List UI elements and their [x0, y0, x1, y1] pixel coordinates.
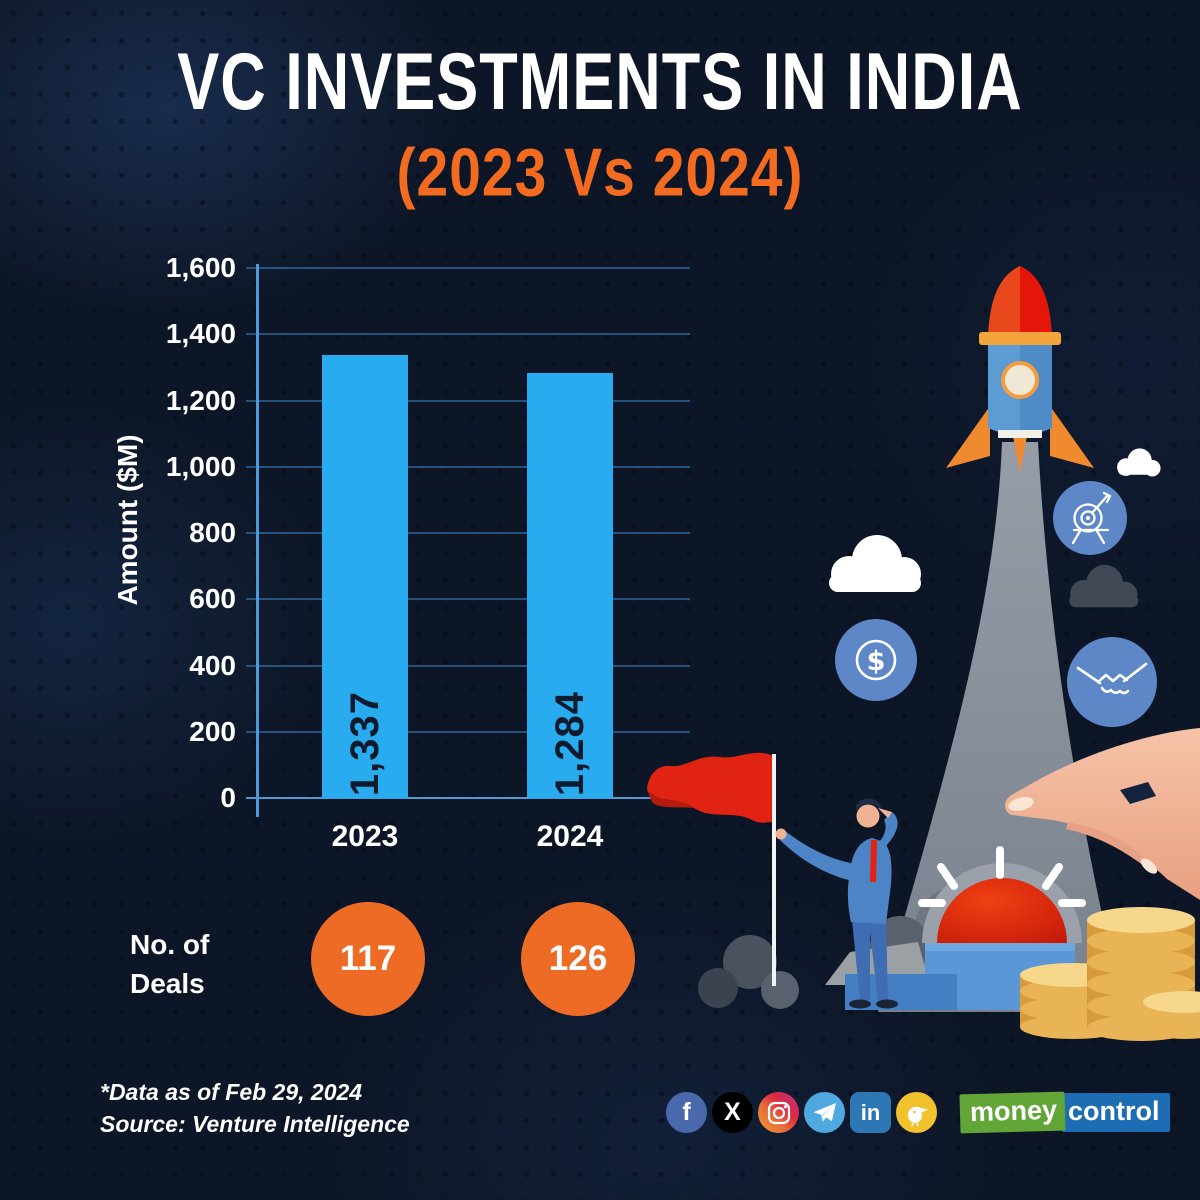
y-tick-label: 400: [189, 649, 236, 681]
gridline: [246, 664, 690, 667]
y-tick-label: 1,200: [165, 384, 236, 416]
rocket-launch-illustration: $: [647, 266, 1200, 1041]
facebook-icon[interactable]: f: [666, 1092, 707, 1133]
x-icon[interactable]: X: [712, 1092, 753, 1133]
telegram-icon[interactable]: [804, 1092, 845, 1133]
source-note: Source: Venture Intelligence: [100, 1111, 410, 1138]
y-axis-line: [256, 264, 259, 817]
coin-stacks: [1020, 907, 1200, 1041]
gridline: [246, 465, 690, 468]
gridline: [246, 532, 690, 534]
title-block: VC INVESTMENTS IN INDIA (2023 Vs 2024): [0, 37, 1200, 211]
dollar-badge: $: [835, 619, 917, 701]
cloud-icon-small: [1117, 448, 1161, 477]
pointing-hand: [1004, 728, 1200, 900]
instagram-glyph: [767, 1101, 790, 1124]
y-tick-label: 1,400: [165, 318, 236, 350]
page-subtitle: (2023 Vs 2024): [396, 135, 804, 211]
red-flag: [647, 752, 776, 986]
gridline: [246, 267, 690, 269]
page-title: VC INVESTMENTS IN INDIA: [177, 37, 1023, 127]
bar-value-label: 1,337: [342, 690, 387, 796]
svg-text:$: $: [867, 646, 886, 677]
y-tick-label: 600: [189, 583, 236, 615]
launch-button: [918, 846, 1086, 943]
logo-money: money: [959, 1091, 1066, 1134]
button-rays: [918, 846, 1086, 907]
gridline: [246, 730, 690, 733]
instagram-icon[interactable]: [758, 1092, 799, 1133]
facebook-glyph: f: [682, 1098, 691, 1126]
bar-value-label: 1,284: [547, 690, 592, 796]
koo-glyph: [907, 1106, 928, 1126]
koo-icon[interactable]: [896, 1092, 937, 1133]
deals-label-line2: Deals: [130, 967, 205, 999]
gridline: [246, 598, 690, 601]
data-note: *Data as of Feb 29, 2024: [100, 1079, 363, 1105]
gridline: [246, 333, 690, 336]
bar-2023: 1,337: [322, 355, 408, 798]
handshake-badge: [1067, 637, 1157, 727]
target-badge: [1053, 481, 1127, 555]
x-glyph: X: [724, 1098, 741, 1126]
x-category-label: 2023: [331, 820, 399, 853]
deal-count-circle-2024: 126: [521, 902, 635, 1016]
rocket-icon: [946, 266, 1094, 472]
deal-count-circle-2023: 117: [311, 902, 425, 1016]
social-row: f X in m: [666, 1091, 1170, 1134]
cloud-icon-white: [829, 535, 921, 592]
gridline: [246, 797, 690, 799]
deals-label: No. of Deals: [130, 926, 209, 1003]
logo-control: control: [1062, 1093, 1170, 1132]
deal-count-value: 117: [339, 939, 397, 978]
y-tick-label: 1,600: [165, 252, 236, 283]
footer-notes: *Data as of Feb 29, 2024 Source: Venture…: [100, 1076, 410, 1140]
businessman: [775, 798, 898, 1009]
x-category-label: 2024: [536, 820, 604, 853]
y-tick-label: 1,000: [165, 450, 236, 482]
moneycontrol-logo[interactable]: money control: [959, 1091, 1170, 1134]
y-tick-label: 200: [189, 715, 236, 747]
deals-label-line1: No. of: [130, 929, 210, 960]
y-tick-label: 800: [189, 517, 236, 548]
linkedin-glyph: in: [860, 1099, 881, 1125]
telegram-glyph: [813, 1103, 836, 1122]
gridline: [246, 399, 690, 402]
cloud-icon-dark: [1069, 564, 1139, 608]
bar-2024: 1,284: [527, 372, 613, 798]
linkedin-icon[interactable]: in: [850, 1092, 891, 1133]
y-tick-label: 0: [220, 782, 236, 813]
deal-count-value: 126: [548, 939, 608, 978]
